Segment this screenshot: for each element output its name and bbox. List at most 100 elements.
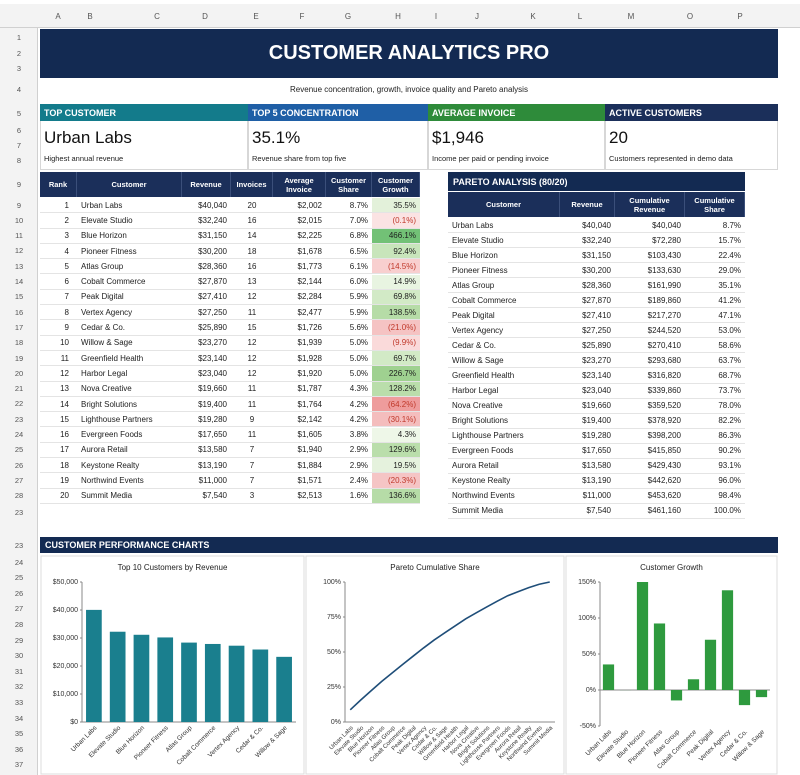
row-number[interactable]: 4	[16, 84, 22, 94]
row-number[interactable]: 5	[16, 108, 22, 118]
table-cell: $1,605	[273, 428, 326, 443]
row-number[interactable]: 14	[14, 277, 24, 286]
pareto-cell: $19,660	[560, 399, 615, 414]
row-number[interactable]: 7	[16, 140, 22, 150]
table-cell: Greenfield Health	[77, 351, 182, 367]
column-letter[interactable]: D	[202, 12, 208, 21]
row-number[interactable]: 26	[14, 460, 24, 470]
row-number[interactable]: 34	[14, 713, 24, 723]
row-number[interactable]: 8	[16, 155, 22, 165]
row-number[interactable]: 13	[14, 261, 24, 271]
table-cell: 10	[40, 336, 77, 351]
column-letter[interactable]: M	[627, 12, 635, 21]
bar	[704, 639, 717, 690]
row-number[interactable]: 18	[14, 338, 24, 348]
row-number[interactable]: 37	[14, 760, 24, 770]
column-letter[interactable]: P	[737, 12, 743, 21]
table-cell: 138.5%	[372, 305, 420, 321]
pareto-cell: $429,430	[615, 459, 685, 474]
column-letter[interactable]: E	[253, 12, 259, 21]
row-number[interactable]: 36	[14, 744, 24, 754]
bar	[755, 690, 768, 698]
table-cell: 6.1%	[326, 259, 372, 275]
table-cell: $2,142	[273, 412, 326, 428]
row-number[interactable]: 35	[14, 729, 24, 739]
table-cell: 11	[231, 305, 273, 321]
row-number[interactable]: 16	[14, 307, 24, 317]
row-number[interactable]: 22	[14, 399, 24, 409]
row-number[interactable]: 28	[14, 619, 24, 629]
row-number[interactable]: 15	[14, 292, 24, 302]
kpi-value: $1,946	[432, 128, 484, 147]
row-number[interactable]: 25	[14, 573, 24, 583]
table-cell: $23,040	[182, 366, 231, 382]
row-number[interactable]: 27	[14, 604, 24, 614]
row-number[interactable]: 28	[14, 491, 24, 501]
row-number[interactable]: 29	[14, 635, 24, 645]
row-number[interactable]: 26	[14, 588, 24, 598]
pareto-cell: Blue Horizon	[448, 248, 560, 264]
row-number[interactable]: 12	[14, 246, 24, 256]
row-number[interactable]: 33	[14, 697, 24, 707]
bar	[738, 690, 751, 706]
column-letter[interactable]: L	[577, 12, 583, 21]
row-number[interactable]: 10	[14, 215, 24, 225]
column-letter[interactable]: O	[686, 12, 694, 21]
row-number[interactable]: 31	[14, 666, 24, 676]
table-cell: 12	[231, 351, 273, 367]
row-number[interactable]: 3	[16, 63, 22, 73]
row-number[interactable]: 2	[16, 48, 22, 58]
row-number[interactable]: 23	[14, 507, 24, 517]
column-letter[interactable]: B	[87, 12, 93, 21]
table-cell: 5.0%	[326, 366, 372, 382]
table-cell: $32,240	[182, 213, 231, 229]
row-number[interactable]: 6	[16, 125, 22, 135]
row-number[interactable]: 19	[14, 353, 24, 363]
table-cell: 128.2%	[372, 381, 420, 397]
row-number[interactable]: 30	[14, 651, 24, 661]
row-number[interactable]: 17	[14, 322, 24, 332]
table-cell: 19.5%	[372, 458, 420, 474]
table-cell: $7,540	[182, 489, 231, 504]
row-number[interactable]: 24	[14, 557, 24, 567]
table-cell: 12	[231, 336, 273, 351]
column-letter[interactable]: I	[434, 12, 438, 21]
row-number[interactable]: 9	[16, 200, 22, 210]
table-cell: $2,144	[273, 275, 326, 290]
column-letter[interactable]: C	[154, 12, 160, 21]
column-letter[interactable]: G	[344, 12, 352, 21]
bar	[687, 679, 700, 690]
row-number[interactable]: 27	[14, 475, 24, 485]
column-letter[interactable]: H	[395, 12, 401, 21]
row-number[interactable]: 24	[14, 430, 24, 439]
pareto-cell: $72,280	[615, 233, 685, 249]
row-number[interactable]: 1	[16, 32, 22, 42]
column-letter[interactable]: A	[55, 12, 61, 21]
kpi-note: Customers represented in demo data	[609, 154, 733, 163]
table-cell: (21.0%)	[372, 320, 420, 336]
table-cell: $2,284	[273, 290, 326, 306]
row-number[interactable]: 25	[14, 445, 24, 455]
table-cell: 13	[231, 275, 273, 290]
column-letter[interactable]: F	[299, 12, 305, 21]
row-number[interactable]: 9	[16, 179, 22, 189]
y-tick-label: $0	[70, 719, 78, 726]
table-cell: $1,920	[273, 366, 326, 382]
y-tick-label: $50,000	[53, 579, 78, 586]
table-cell: 16	[40, 428, 77, 443]
column-letter[interactable]: K	[530, 12, 536, 21]
column-letter[interactable]: J	[475, 12, 479, 21]
pareto-cell: Atlas Group	[448, 278, 560, 294]
table-cell: Blue Horizon	[77, 229, 182, 244]
bar	[721, 590, 734, 690]
table-header-cell: Average Invoice	[273, 172, 326, 197]
row-number[interactable]: 23	[14, 540, 24, 550]
row-number[interactable]: 23	[14, 414, 24, 424]
table-cell: Cedar & Co.	[77, 320, 182, 336]
row-number[interactable]: 21	[14, 384, 24, 394]
row-number[interactable]: 32	[14, 682, 24, 692]
row-number[interactable]: 11	[15, 231, 23, 241]
bar	[133, 634, 150, 722]
kpi-label: ACTIVE CUSTOMERS	[605, 104, 778, 121]
row-number[interactable]: 20	[14, 368, 24, 378]
